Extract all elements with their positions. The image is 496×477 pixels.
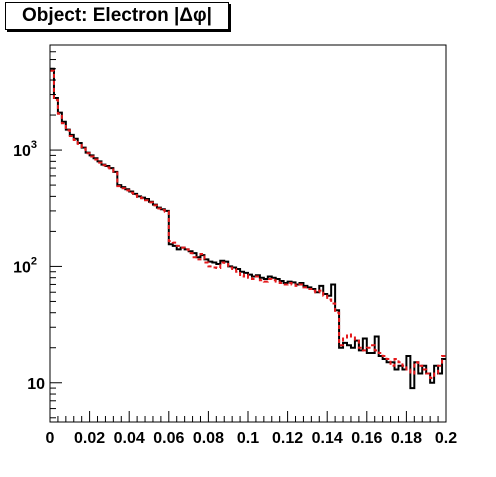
series-line-0 [50, 67, 446, 390]
plot-frame [49, 44, 447, 423]
x-tick-label: 0.06 [153, 430, 184, 447]
x-tick-label: 0.08 [193, 430, 224, 447]
series-line-1 [50, 69, 446, 379]
y-tick-label: 10 [27, 376, 45, 393]
chart-title: Object: Electron |Δφ| [5, 2, 229, 30]
y-tick-label: 102 [13, 255, 37, 276]
x-tick-label: 0.16 [351, 430, 382, 447]
x-tick-label: 0.12 [272, 430, 303, 447]
y-axis-ticks: 10 102 103 [13, 44, 62, 419]
x-axis-ticks: 0 0.02 0.04 0.06 0.08 0.1 0.12 0.14 0.16 0.18 0.2 [46, 411, 457, 447]
y-tick-label: 103 [13, 139, 37, 160]
x-tick-label: 0.18 [391, 430, 422, 447]
series-layer [50, 67, 446, 390]
x-tick-label: 0 [46, 430, 55, 447]
x-tick-label: 0.1 [237, 430, 259, 447]
x-tick-label: 0.14 [312, 430, 343, 447]
x-tick-label: 0.02 [74, 430, 105, 447]
x-tick-label: 0.04 [114, 430, 145, 447]
x-tick-label: 0.2 [435, 430, 457, 447]
